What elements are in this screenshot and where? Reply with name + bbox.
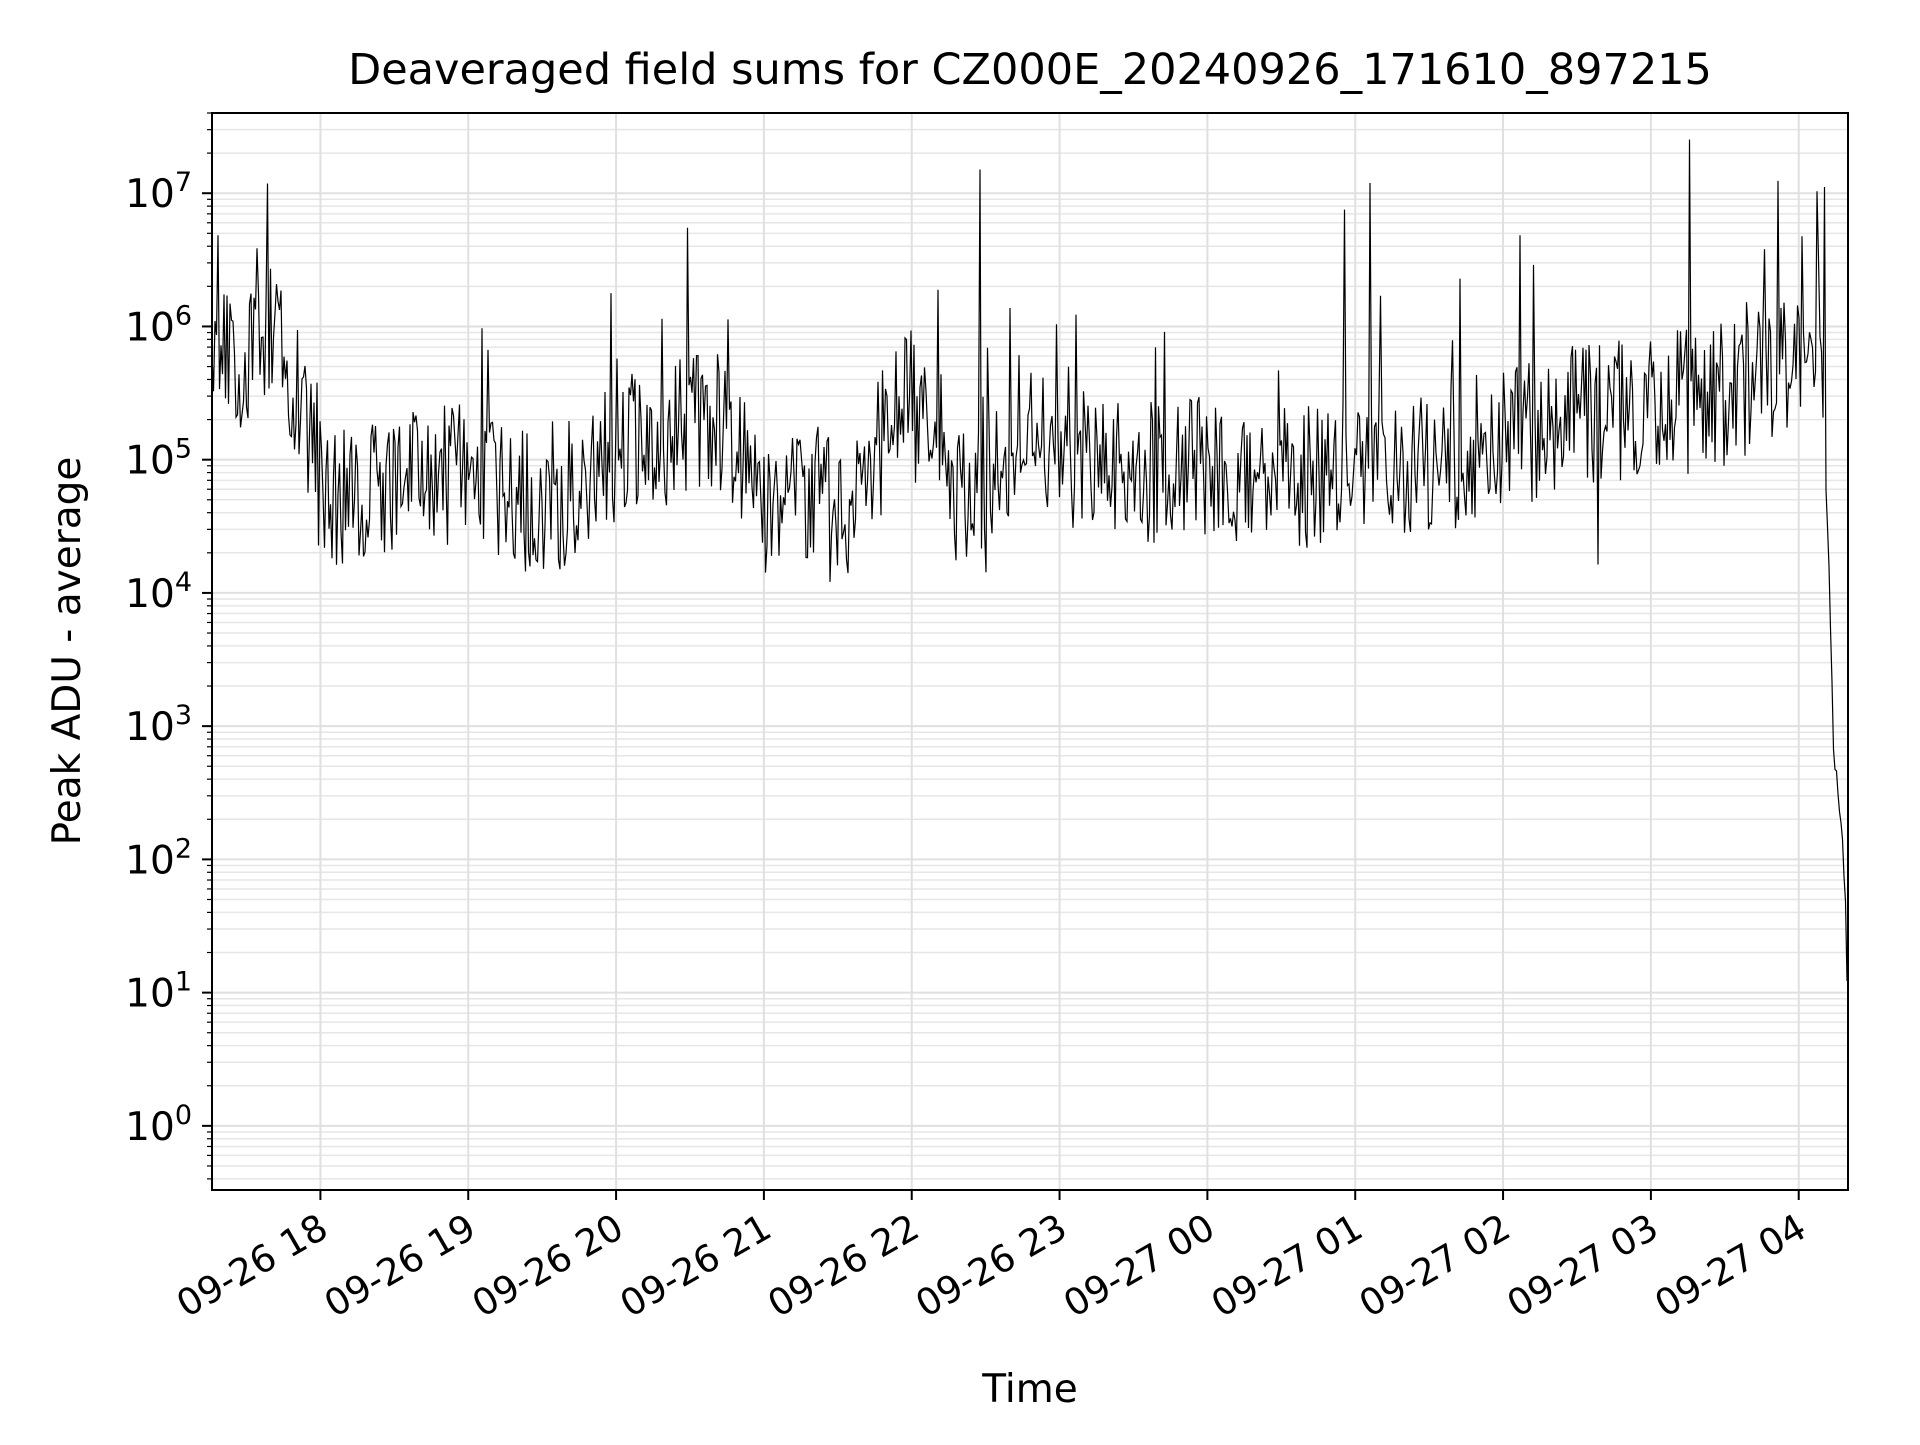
chart-title: Deaveraged field sums for CZ000E_2024092… (348, 45, 1712, 95)
y-tick-label: 106 (125, 300, 192, 350)
y-tick-label: 105 (125, 434, 192, 484)
y-tick-label: 102 (125, 833, 192, 883)
y-tick-label: 101 (125, 967, 192, 1017)
x-axis-label: Time (981, 1367, 1077, 1412)
y-tick-label: 103 (125, 700, 192, 750)
series-line (211, 139, 1848, 981)
y-tick-label: 100 (125, 1100, 192, 1150)
plot-frame (211, 112, 1849, 1191)
y-axis-label: Peak ADU - average (45, 457, 90, 846)
y-tick-label: 107 (125, 167, 192, 217)
grid-layer (212, 112, 1848, 1190)
series-layer (211, 139, 1848, 981)
y-tick-label: 104 (125, 567, 192, 617)
